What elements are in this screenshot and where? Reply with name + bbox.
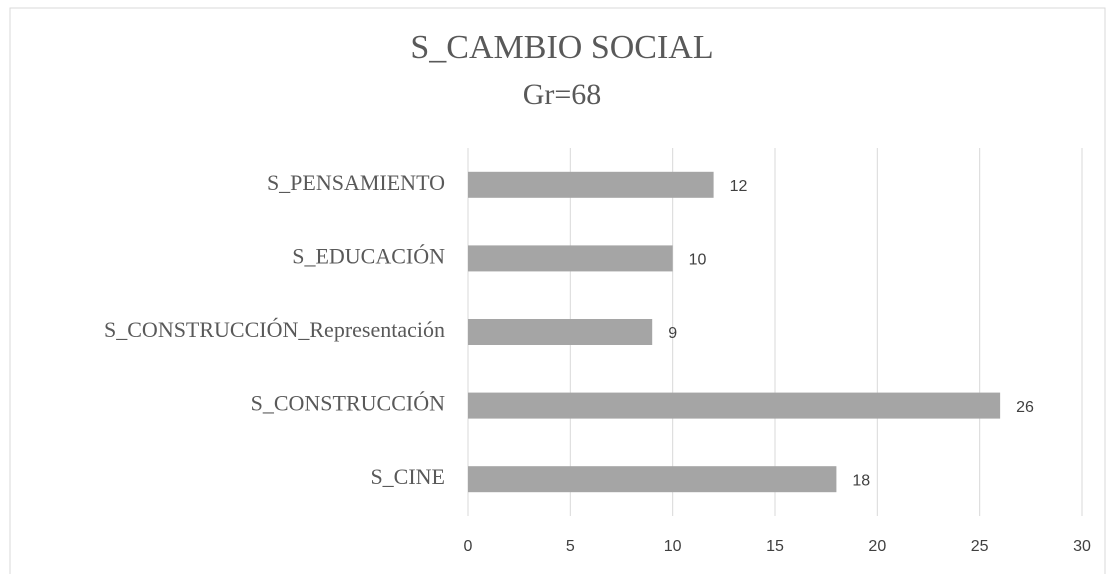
chart-subtitle: Gr=68 <box>523 78 602 111</box>
x-tick-label: 20 <box>868 538 886 555</box>
data-label: 10 <box>689 252 707 269</box>
x-tick-label: 25 <box>971 538 989 555</box>
y-tick-label: S_CONSTRUCCIÓN_Representación <box>104 317 445 342</box>
bar <box>468 171 714 198</box>
bar <box>468 392 1001 419</box>
y-tick-label: S_CONSTRUCCIÓN <box>251 391 445 416</box>
x-tick-label: 5 <box>566 538 575 555</box>
data-label: 18 <box>852 472 870 489</box>
bar <box>468 245 673 272</box>
x-tick-label: 10 <box>664 538 682 555</box>
data-label: 26 <box>1016 399 1034 416</box>
y-tick-label: S_CINE <box>370 464 445 489</box>
bar <box>468 319 653 345</box>
data-label: 9 <box>668 325 677 342</box>
y-tick-label: S_PENSAMIENTO <box>267 170 445 195</box>
x-tick-label: 15 <box>766 538 784 555</box>
x-tick-label: 0 <box>464 538 473 555</box>
data-label: 12 <box>730 178 748 195</box>
bar <box>468 466 837 493</box>
chart-border <box>9 7 1106 574</box>
chart-title: S_CAMBIO SOCIAL <box>410 29 713 66</box>
x-tick-label: 30 <box>1073 538 1091 555</box>
y-tick-label: S_EDUCACIÓN <box>292 243 445 268</box>
